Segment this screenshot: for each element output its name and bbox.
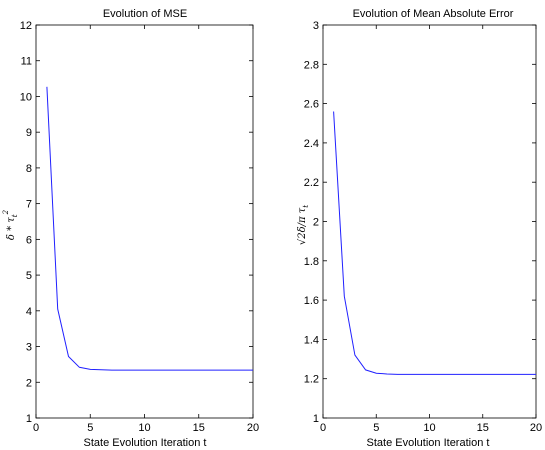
mae-y-tick-label: 2.8 (304, 59, 319, 71)
mse-x-tick-label: 15 (193, 422, 205, 434)
mae-y-tick-label: 1.6 (304, 295, 319, 307)
mse-y-tick-label: 4 (26, 306, 32, 318)
mse-y-tick-label: 6 (26, 234, 32, 246)
mse-x-tick-label: 5 (87, 422, 93, 434)
mse-plot-frame (35, 24, 254, 419)
mse-x-tick-label: 0 (33, 422, 39, 434)
mse-chart-title: Evolution of MSE (103, 8, 187, 20)
mse-y-tick-label: 1 (26, 413, 32, 425)
mae-chart-title: Evolution of Mean Absolute Error (353, 8, 514, 20)
mse-x-axis-label: State Evolution Iteration t (84, 437, 207, 449)
mae-series-line (333, 111, 536, 375)
mse-y-tick-label: 3 (26, 342, 32, 354)
mae-y-tick-label: 1.8 (304, 256, 319, 268)
mae-y-tick-label: 2.2 (304, 177, 319, 189)
mae-x-tick-label: 5 (373, 422, 379, 434)
mse-y-tick-label: 10 (20, 91, 32, 103)
mse-y-tick-label: 2 (26, 377, 32, 389)
mae-x-tick-label: 15 (477, 422, 489, 434)
mae-x-axis-label: State Evolution Iteration t (367, 437, 490, 449)
mae-y-tick-label: 1.2 (304, 374, 319, 386)
mse-y-axis-label-sub: t (11, 214, 19, 217)
mae-y-tick-label: 1 (313, 413, 319, 425)
mae-y-axis-label-sub: t (302, 205, 310, 208)
mae-x-tick-label: 10 (423, 422, 435, 434)
mse-y-tick-label: 9 (26, 127, 32, 139)
mse-y-axis-label: δ * τt2 (2, 209, 19, 240)
mae-y-tick-label: 1.4 (304, 334, 319, 346)
mse-y-tick-label: 12 (20, 20, 32, 32)
mae-panel: Evolution of Mean Absolute Error State E… (297, 8, 542, 449)
mae-y-axis-label-main: √2δ/π τ (297, 207, 308, 245)
mse-y-tick-label: 5 (26, 270, 32, 282)
mae-y-tick-label: 2.6 (304, 99, 319, 111)
mae-plot-frame (322, 24, 537, 419)
mae-x-tick-label: 20 (530, 422, 542, 434)
mae-x-tick-label: 0 (320, 422, 326, 434)
mse-y-tick-label: 11 (21, 56, 32, 68)
mae-y-axis-label: √2δ/π τt (297, 205, 310, 245)
mse-x-tick-label: 20 (247, 422, 259, 434)
mse-y-tick-label: 8 (26, 163, 32, 175)
mse-x-tick-label: 10 (138, 422, 150, 434)
mse-series-line (46, 86, 253, 371)
mae-y-tick-label: 2 (313, 217, 319, 229)
mae-y-tick-label: 2.4 (304, 138, 319, 150)
mae-y-tick-label: 3 (313, 20, 319, 32)
mse-y-axis-label-sup: 2 (2, 209, 10, 215)
mse-y-axis-label-main: δ * τ (6, 217, 17, 240)
mse-panel: Evolution of MSE State Evolution Iterati… (2, 8, 259, 449)
mse-y-tick-label: 7 (26, 199, 32, 211)
